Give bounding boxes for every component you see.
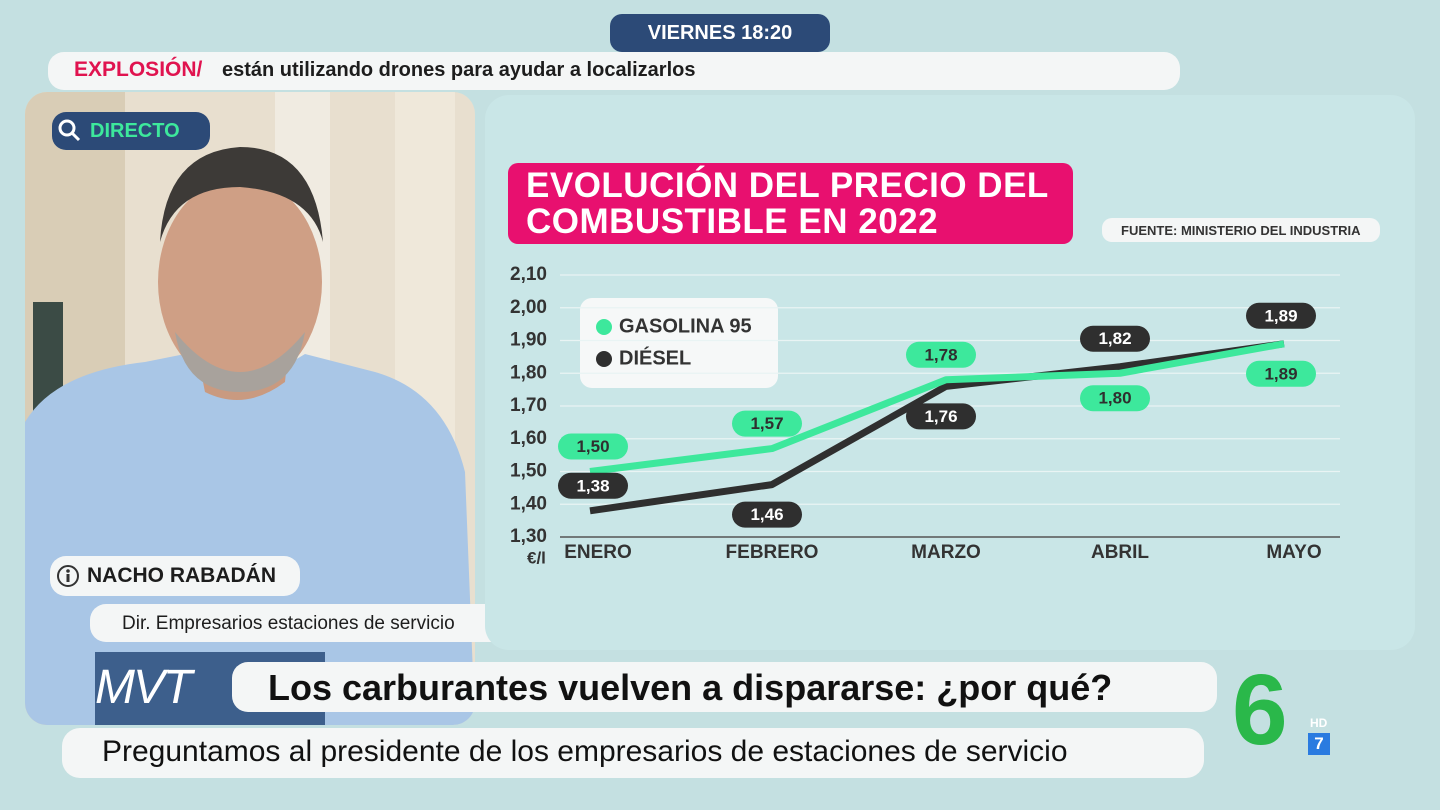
speaker-name <box>50 556 300 596</box>
y-tick-label: 1,80 <box>510 362 547 383</box>
chart-title: EVOLUCIÓN DEL PRECIO DEL COMBUSTIBLE EN … <box>508 163 1073 244</box>
y-tick-label: 2,10 <box>510 264 547 285</box>
y-tick-label: 1,30 <box>510 526 547 547</box>
search-icon <box>58 119 81 142</box>
data-label: 1,46 <box>750 505 783 524</box>
y-tick-label: 2,00 <box>510 297 547 318</box>
data-label-pill <box>1080 325 1150 352</box>
data-label: 1,89 <box>1264 306 1297 325</box>
data-label-pill <box>732 501 802 528</box>
x-tick-label: MARZO <box>911 542 981 563</box>
data-label-pill <box>558 472 628 499</box>
y-tick-label: 1,40 <box>510 493 547 514</box>
x-tick-label: FEBRERO <box>726 542 819 563</box>
legend-label: DIÉSEL <box>619 346 691 369</box>
data-label: 1,78 <box>924 345 957 364</box>
ticker-text: están utilizando drones para ayudar a lo… <box>222 59 696 81</box>
channel-logo: 6 <box>1232 654 1288 766</box>
x-tick-label: ENERO <box>564 542 632 563</box>
data-label: 1,50 <box>576 437 609 456</box>
data-label: 1,38 <box>576 476 609 495</box>
legend-swatch <box>596 351 612 367</box>
data-label-pill <box>1080 385 1150 412</box>
hair <box>160 147 323 242</box>
speaker-role: Dir. Empresarios estaciones de servicio <box>90 604 540 642</box>
legend-swatch <box>596 319 612 335</box>
live-tag <box>52 112 210 150</box>
speaker-name-text: NACHO RABADÁN <box>87 564 276 587</box>
data-label: 1,80 <box>1098 389 1131 408</box>
legend-label: GASOLINA 95 <box>619 315 752 337</box>
channel-number: 7 <box>1308 733 1330 755</box>
info-icon <box>57 565 79 587</box>
series-line <box>589 340 1285 515</box>
y-tick-label: 1,60 <box>510 428 547 449</box>
series-line <box>589 340 1285 475</box>
y-axis-label: €/l <box>527 548 546 567</box>
beard <box>175 332 305 392</box>
ticker-tag: EXPLOSIÓN/ <box>74 58 203 81</box>
y-tick-label: 1,70 <box>510 395 547 416</box>
face <box>158 177 322 387</box>
data-label: 1,89 <box>1264 364 1297 383</box>
headline: Los carburantes vuelven a dispararse: ¿p… <box>232 662 1217 712</box>
x-tick-label: ABRIL <box>1091 542 1149 563</box>
y-tick-label: 1,50 <box>510 461 547 482</box>
data-label-pill <box>1246 360 1316 387</box>
data-label: 1,82 <box>1098 329 1131 348</box>
data-label-pill <box>906 341 976 368</box>
hd-label: HD <box>1310 716 1328 730</box>
data-label-pill <box>558 433 628 460</box>
chart-source: FUENTE: MINISTERIO DEL INDUSTRIA <box>1102 218 1380 242</box>
program-logo: MVT <box>95 661 192 714</box>
ticker-bar <box>48 52 1180 90</box>
subline: Preguntamos al presidente de los empresa… <box>62 728 1204 778</box>
data-label-pill <box>732 410 802 437</box>
data-label: 1,57 <box>750 414 783 433</box>
live-tag-text: DIRECTO <box>90 120 180 142</box>
data-label-pill <box>906 403 976 430</box>
x-tick-label: MAYO <box>1266 542 1321 563</box>
data-label: 1,76 <box>924 407 957 426</box>
time-badge: VIERNES 18:20 <box>610 14 830 52</box>
data-label-pill <box>1246 302 1316 329</box>
y-tick-label: 1,90 <box>510 330 547 351</box>
